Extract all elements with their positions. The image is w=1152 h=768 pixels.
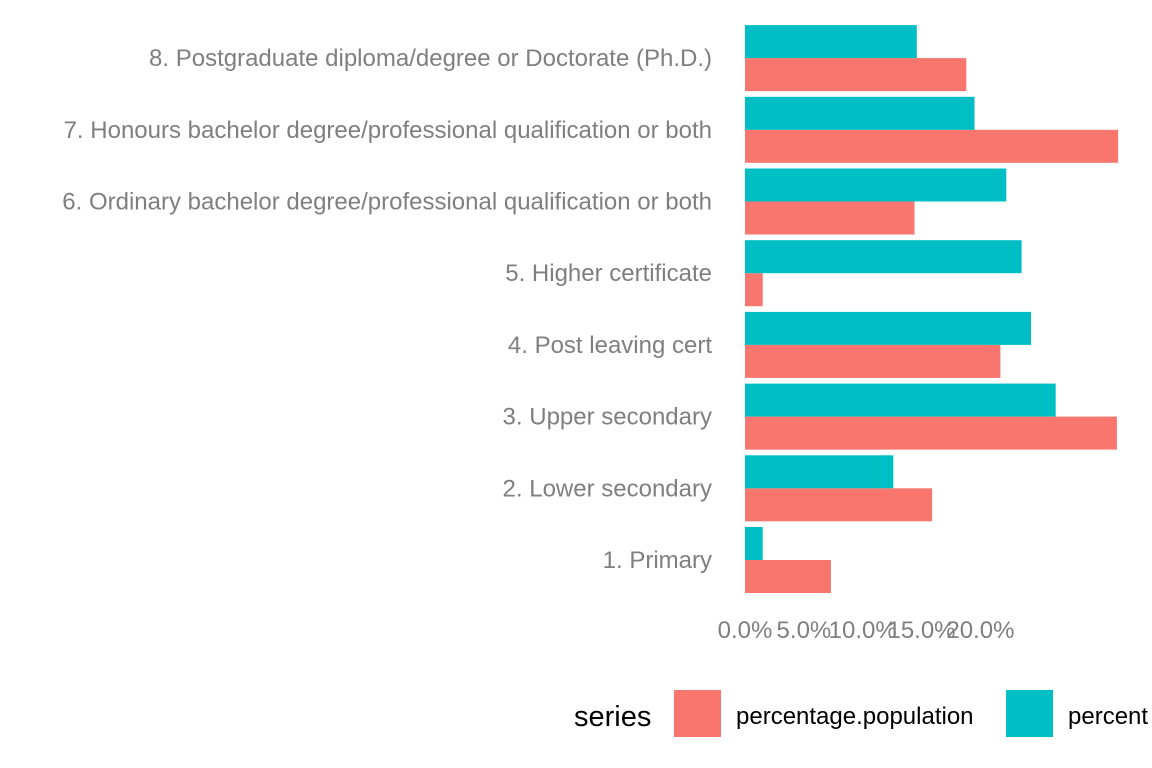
bar-percentage-population-6 [745, 201, 915, 235]
y-tick-label: 3. Upper secondary [503, 404, 712, 431]
legend-swatch-percentage-population [674, 690, 721, 737]
legend-label-percent: percent [1068, 703, 1148, 730]
x-tick-label: 15.0% [887, 617, 955, 644]
bar-percentage-population-1 [745, 560, 831, 593]
x-axis-labels: 0.0% 5.0%10.0%15.0%20.0% [718, 617, 1015, 644]
y-tick-label: 7. Honours bachelor degree/professional … [64, 117, 712, 144]
bar-percentage-population-5 [745, 273, 763, 307]
y-tick-label: 6. Ordinary bachelor degree/professional… [62, 189, 712, 216]
bar-percent-8 [745, 25, 917, 59]
y-axis-labels: 1. Primary 2. Lower secondary 3. Upper sec… [62, 45, 712, 574]
y-tick-label: 2. Lower secondary [503, 475, 712, 502]
bar-percentage-population-2 [745, 488, 933, 522]
bar-percent-7 [745, 96, 975, 130]
bar-percent-1 [745, 527, 763, 560]
bar-percent-3 [745, 383, 1056, 417]
x-tick-label: 0.0% [718, 617, 773, 644]
legend-label-percentage-population: percentage.population [736, 703, 974, 730]
bar-percent-2 [745, 455, 894, 489]
bar-percentage-population-8 [745, 58, 967, 92]
x-tick-label: 5.0% [777, 617, 832, 644]
legend-title: series [574, 701, 651, 733]
legend: series percentage.population percent [574, 690, 1148, 737]
legend-swatch-percent [1006, 690, 1053, 737]
x-tick-label: 20.0% [946, 617, 1014, 644]
bar-percentage-population-4 [745, 344, 1001, 378]
y-tick-label: 4. Post leaving cert [508, 332, 712, 359]
y-tick-label: 8. Postgraduate diploma/degree or Doctor… [149, 45, 712, 72]
y-tick-label: 5. Higher certificate [505, 260, 712, 287]
y-tick-label: 1. Primary [603, 547, 712, 574]
bar-percent-5 [745, 240, 1022, 274]
bars-layer [745, 25, 1119, 593]
bar-percentage-population-3 [745, 416, 1117, 450]
bar-percentage-population-7 [745, 129, 1119, 163]
x-tick-label: 10.0% [829, 617, 897, 644]
bar-percent-6 [745, 168, 1007, 202]
bar-percent-4 [745, 311, 1031, 345]
